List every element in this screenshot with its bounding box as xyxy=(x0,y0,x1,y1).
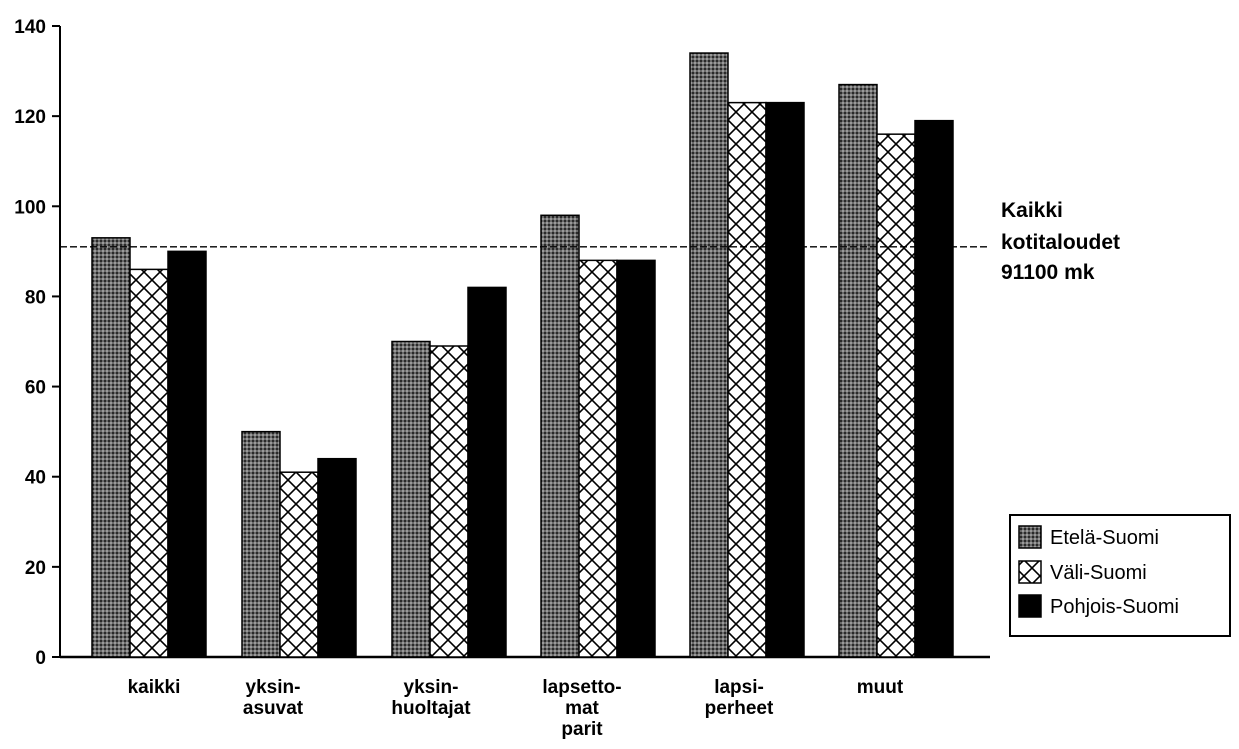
y-tick-label: 0 xyxy=(35,648,46,669)
legend-box xyxy=(1009,514,1231,637)
bar-etel-suomi-4 xyxy=(689,52,729,658)
category-label-line: mat xyxy=(565,698,599,719)
bar-v-li-suomi-5 xyxy=(876,133,916,658)
category-label: kaikki xyxy=(128,677,181,698)
category-label: yksin-huoltajat xyxy=(391,677,471,719)
legend: Etelä-Suomi Väli-Suomi Pohjois-Suomi xyxy=(1009,514,1231,637)
bar-etel-suomi-3 xyxy=(540,214,580,658)
bar-pohjois-suomi-2 xyxy=(467,286,507,658)
y-tick-label: 140 xyxy=(14,17,46,38)
y-tick-label: 100 xyxy=(14,197,46,218)
reference-line-group: Kaikki kotitaloudet 91100 mk xyxy=(60,199,1120,284)
y-tick-label: 40 xyxy=(25,468,46,489)
legend-label-v-li-suomi: Väli-Suomi xyxy=(1050,562,1147,584)
category-label-line: muut xyxy=(857,677,904,698)
y-tick-label: 60 xyxy=(25,378,46,399)
category-label: yksin-asuvat xyxy=(243,677,304,719)
category-label-line: parit xyxy=(561,719,603,740)
y-tick-label: 120 xyxy=(14,107,46,128)
bar-v-li-suomi-2 xyxy=(429,345,469,658)
y-tick-label: 20 xyxy=(25,558,46,579)
y-tick-label: 80 xyxy=(25,287,46,308)
bar-pohjois-suomi-0 xyxy=(167,250,207,658)
bar-etel-suomi-0 xyxy=(91,237,131,658)
category-label-line: lapsi- xyxy=(714,677,764,698)
reference-line-label: 91100 mk xyxy=(1001,261,1095,284)
category-label: lapsi-perheet xyxy=(705,677,774,719)
bar-v-li-suomi-1 xyxy=(279,471,319,658)
legend-swatch-etel-suomi xyxy=(1018,525,1042,549)
category-label: muut xyxy=(857,677,904,698)
bar-v-li-suomi-4 xyxy=(727,101,767,658)
reference-line-label: Kaikki xyxy=(1001,199,1063,222)
category-label: lapsetto-mat parit xyxy=(542,677,621,740)
category-labels: kaikki yksin-asuvatyksin-huoltajatlapsett… xyxy=(128,677,904,740)
bar-v-li-suomi-3 xyxy=(578,259,618,658)
bar-etel-suomi-2 xyxy=(391,340,431,658)
category-label-line: kaikki xyxy=(128,677,181,698)
bar-v-li-suomi-0 xyxy=(129,268,169,658)
bar-pohjois-suomi-5 xyxy=(914,119,954,658)
legend-label-etel-suomi: Etelä-Suomi xyxy=(1050,527,1159,549)
category-label-line: yksin- xyxy=(404,677,459,698)
bar-etel-suomi-5 xyxy=(838,83,878,658)
category-label-line: lapsetto- xyxy=(542,677,621,698)
category-label-line: asuvat xyxy=(243,698,304,719)
legend-label-pohjois-suomi: Pohjois-Suomi xyxy=(1050,596,1179,618)
reference-line-label: kotitaloudet xyxy=(1001,231,1120,254)
category-label-line: yksin- xyxy=(246,677,301,698)
bar-pohjois-suomi-3 xyxy=(616,259,656,658)
category-label-line: huoltajat xyxy=(391,698,471,719)
axes: 0 20 40 60 80 100 120 140 xyxy=(14,17,990,669)
legend-swatch-pohjois-suomi xyxy=(1018,594,1042,618)
legend-swatch-v-li-suomi xyxy=(1018,560,1042,584)
category-label-line: perheet xyxy=(705,698,774,719)
bar-pohjois-suomi-1 xyxy=(317,457,357,658)
bar-pohjois-suomi-4 xyxy=(765,101,805,658)
bars xyxy=(91,52,954,658)
bar-etel-suomi-1 xyxy=(241,430,281,658)
